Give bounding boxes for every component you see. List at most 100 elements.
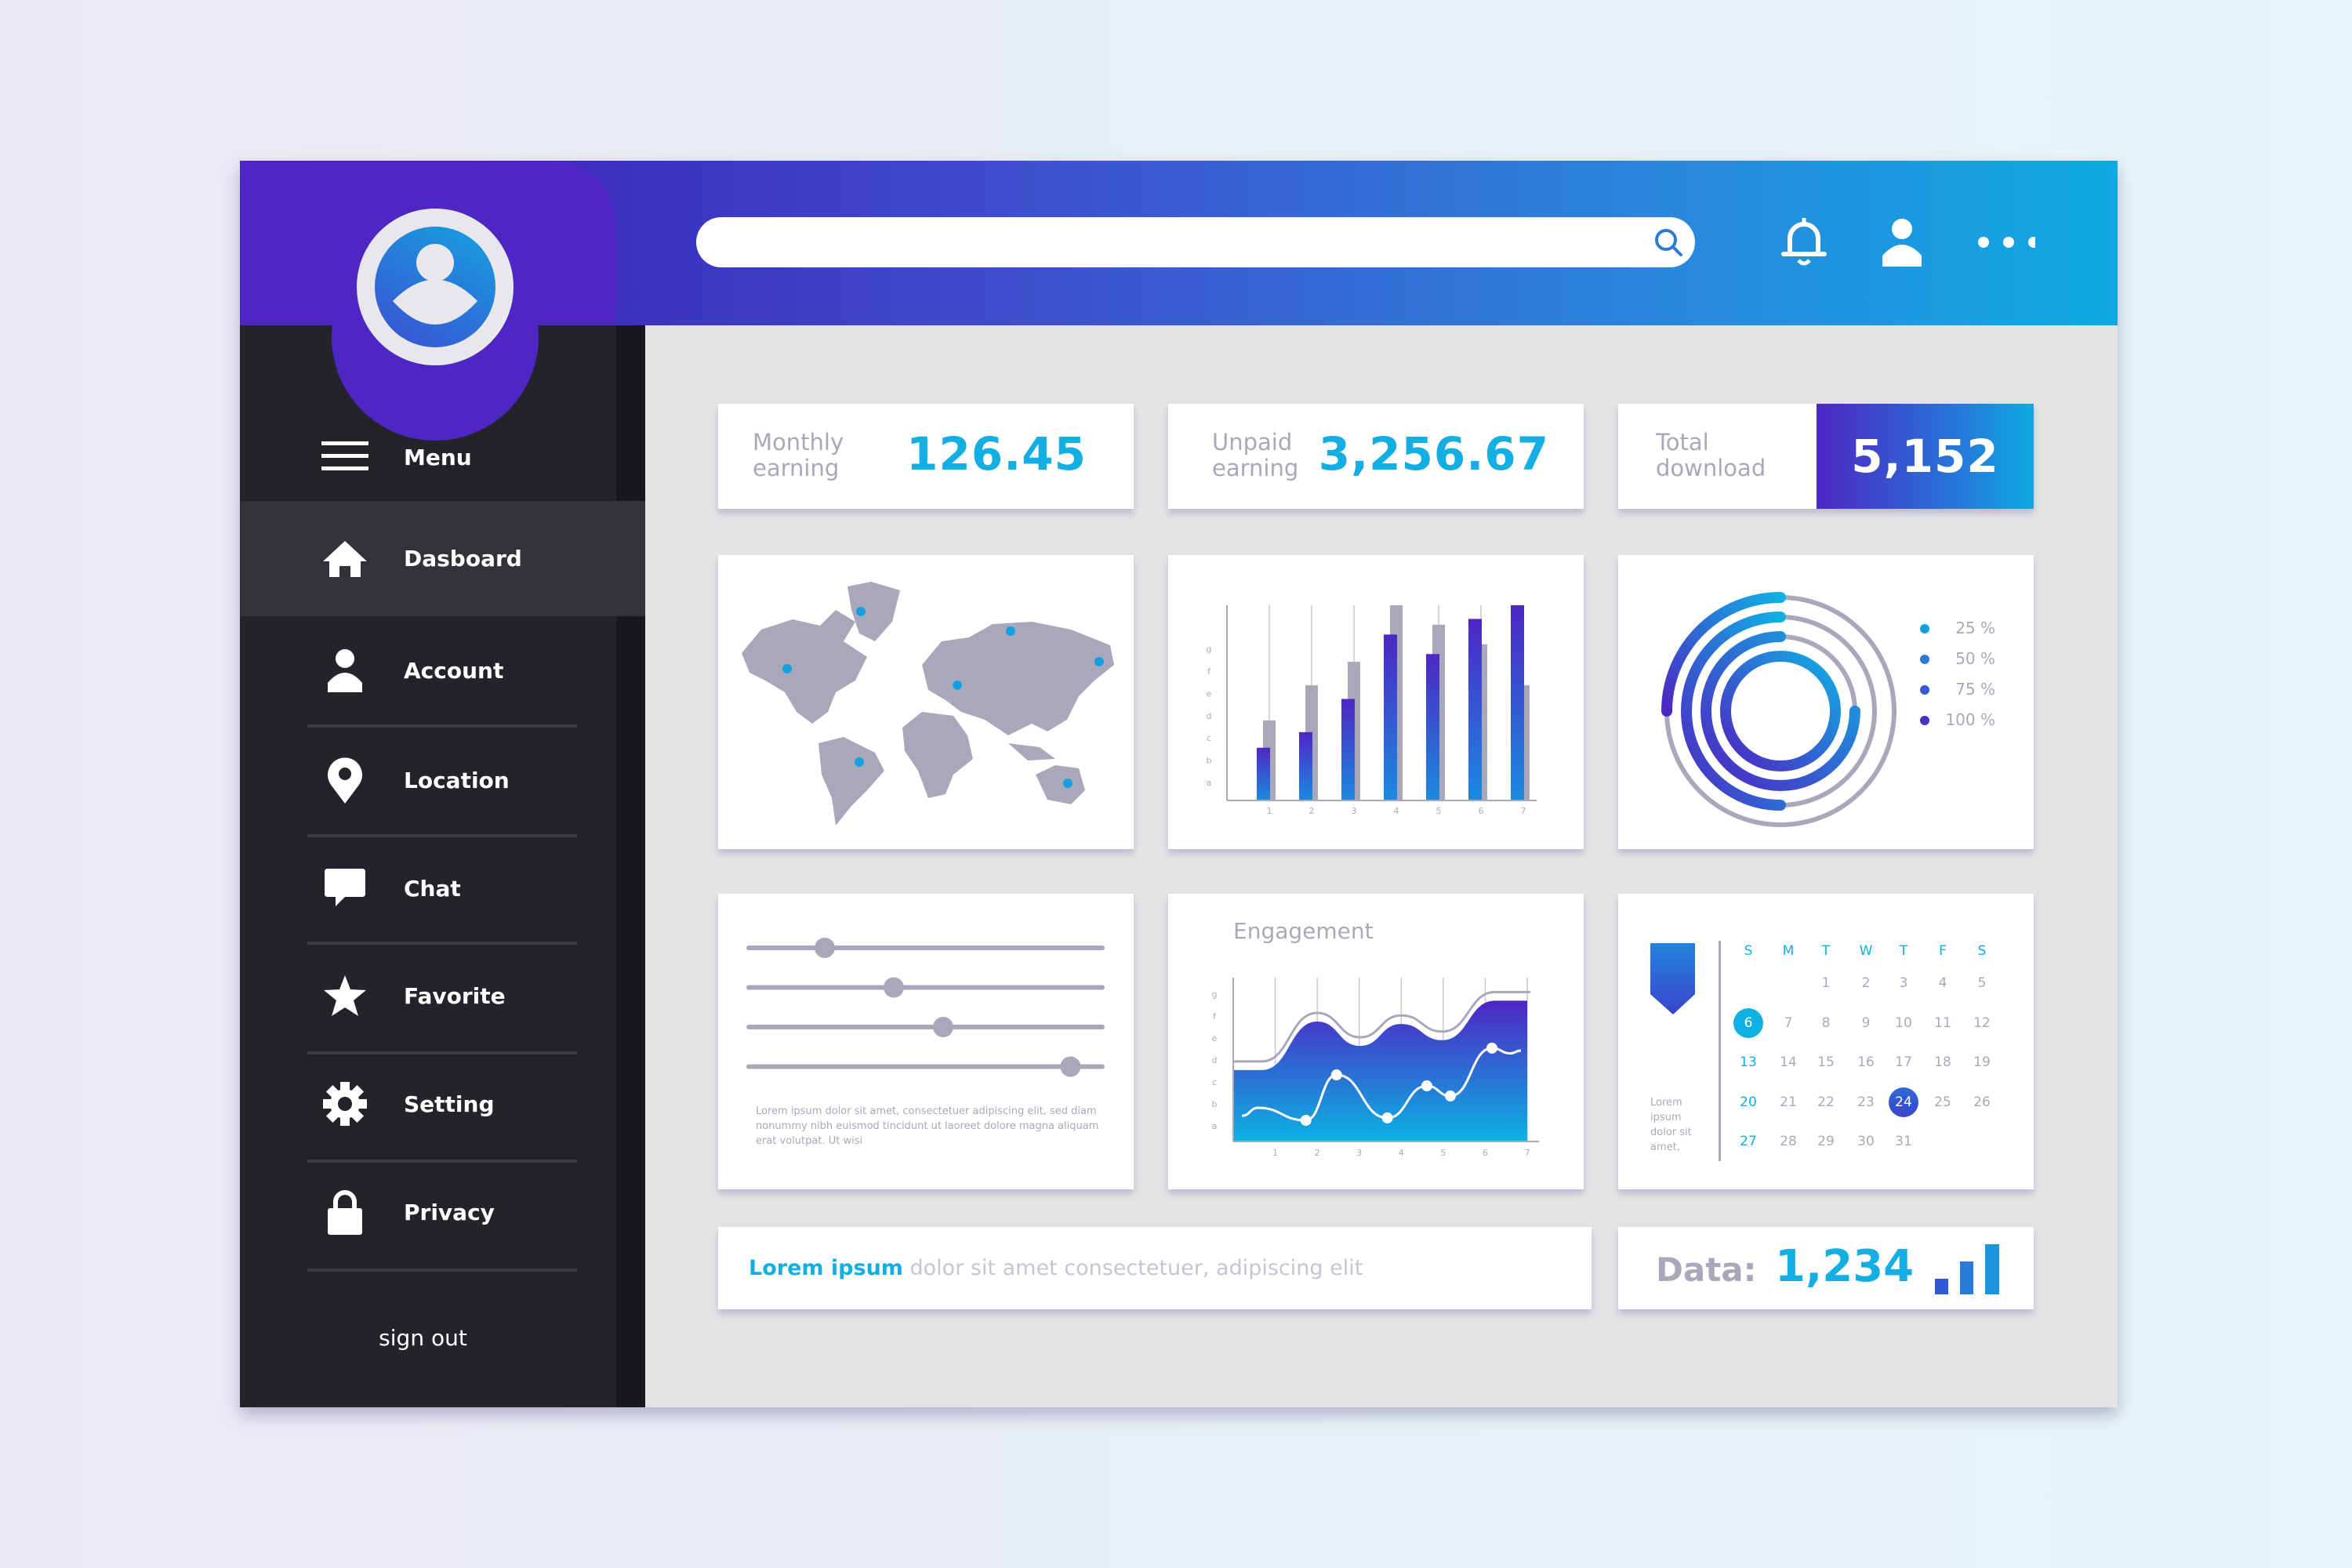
calendar-day[interactable]: 22 [1817,1094,1835,1110]
banner-lead[interactable]: Lorem ipsum [749,1256,903,1280]
sign-out-button[interactable]: sign out [240,1283,645,1392]
calendar-day[interactable]: 9 [1861,1014,1871,1031]
map-location-dot[interactable] [855,757,864,767]
sidebar-item-favorite[interactable]: Favorite [240,942,645,1050]
slider-handle[interactable] [814,938,835,958]
calendar-day[interactable]: 1 [1821,975,1831,991]
calendar-day[interactable]: 20 [1740,1094,1757,1110]
y-tick-label: e [1212,1033,1218,1044]
area-series [1233,1000,1527,1142]
calendar-day[interactable]: 7 [1784,1014,1793,1031]
sliders-description: Lorem ipsum dolor sit amet, consectetuer… [756,1105,1099,1147]
sidebar-item-location[interactable]: Location [240,726,645,834]
stat-label: Total download [1656,430,1766,481]
map-location-dot[interactable] [782,664,792,673]
calendar-day[interactable]: 8 [1821,1014,1831,1031]
stat-card-unpaid-earning: Unpaid earning 3,256.67 [1168,404,1584,509]
calendar-day[interactable]: 12 [1973,1014,1991,1031]
sidebar-item-chat[interactable]: Chat [240,834,645,942]
sidebar-item-dashboard[interactable]: Dasboard [240,501,645,616]
calendar-day[interactable]: 31 [1895,1134,1912,1149]
dashboard-window: Menu Dasboard Account Location Chat Favo… [240,161,2118,1407]
calendar-day[interactable]: 21 [1780,1094,1797,1110]
sidebar-item-privacy[interactable]: Privacy [240,1158,645,1266]
menu-toggle[interactable]: Menu [240,403,645,511]
calendar-day[interactable]: 16 [1857,1054,1875,1070]
calendar-day[interactable]: 29 [1817,1134,1835,1149]
map-location-dot[interactable] [953,681,962,690]
map-location-dot[interactable] [856,607,866,616]
calendar-day[interactable]: 5 [1977,975,1987,991]
bar-series-1 [1468,619,1482,800]
calendar-day[interactable]: 19 [1973,1054,1991,1070]
y-tick-label: a [1207,778,1212,788]
avatar-user-icon[interactable] [375,227,495,347]
divider [307,834,577,837]
data-label: Data: [1656,1250,1757,1289]
calendar-day[interactable]: 27 [1740,1134,1757,1149]
more-icon[interactable] [1976,212,2035,272]
divider [307,1051,577,1054]
x-tick-label: 4 [1399,1148,1404,1158]
calendar-day[interactable]: 28 [1780,1134,1797,1149]
line-point [1421,1080,1432,1092]
x-tick-label: 7 [1521,806,1526,816]
legend-dot [1920,685,1929,695]
x-tick-label: 3 [1352,806,1357,816]
world-map[interactable] [718,555,1134,849]
slider-handle[interactable] [933,1017,954,1037]
weekday-label: S [1977,943,1987,959]
calendar-day[interactable]: 13 [1740,1054,1757,1070]
search-icon[interactable] [1653,227,1684,258]
calendar-day[interactable]: 3 [1899,975,1908,991]
user-icon[interactable] [1872,212,1932,272]
line-series [1242,1047,1522,1122]
calendar-day[interactable]: 11 [1934,1014,1951,1031]
calendar-day[interactable]: 30 [1857,1134,1875,1149]
bell-icon[interactable] [1774,212,1834,272]
calendar-day[interactable]: 4 [1938,975,1947,991]
stat-label-line: earning [753,455,840,481]
star-icon [321,972,368,1019]
area-outline [1232,990,1530,1063]
calendar-day[interactable]: 23 [1857,1094,1875,1110]
calendar-day[interactable]: 26 [1973,1094,1991,1110]
y-tick-label: c [1212,1077,1217,1087]
legend-label: 75 % [1955,680,1995,699]
map-location-dot[interactable] [1063,779,1073,788]
sidebar-item-setting[interactable]: Setting [240,1050,645,1158]
sliders-card: Lorem ipsum dolor sit amet, consectetuer… [718,894,1134,1189]
legend-dot [1920,624,1929,633]
weekday-label: W [1859,943,1873,959]
ring-progress [1661,592,1786,717]
legend-label: 50 % [1955,649,1995,668]
map-location-dot[interactable] [1094,657,1104,666]
calendar-day[interactable]: 25 [1934,1094,1951,1110]
bar-series-1 [1257,747,1270,800]
sidebar-item-account[interactable]: Account [240,616,645,724]
calendar-day[interactable]: 17 [1895,1054,1912,1070]
slider-handle[interactable] [883,977,904,998]
data-value: 1,234 [1775,1241,1915,1292]
bar-series-1 [1341,699,1355,800]
search-input[interactable] [696,217,1695,267]
slider-handle[interactable] [1060,1056,1081,1077]
x-tick-label: 5 [1440,1148,1446,1158]
info-banner: Lorem ipsum dolor sit amet consectetuer,… [718,1227,1592,1309]
calendar-day[interactable]: 18 [1934,1054,1951,1070]
sliders [744,938,1105,1077]
y-tick-label: a [1212,1121,1218,1131]
calendar-day[interactable]: 14 [1780,1054,1797,1070]
calendar-day[interactable]: 24 [1889,1087,1918,1117]
legend-label: 100 % [1945,710,1995,729]
calendar-day[interactable]: 10 [1895,1014,1912,1031]
calendar-day[interactable]: 6 [1733,1007,1763,1038]
calendar-day[interactable]: 15 [1817,1054,1835,1070]
home-icon [321,535,368,583]
stat-card-total-download: Total download 5,152 [1618,404,2034,509]
map-location-dot[interactable] [1006,626,1015,636]
legend-label: 25 % [1955,619,1995,637]
calendar-day[interactable]: 2 [1861,975,1871,991]
